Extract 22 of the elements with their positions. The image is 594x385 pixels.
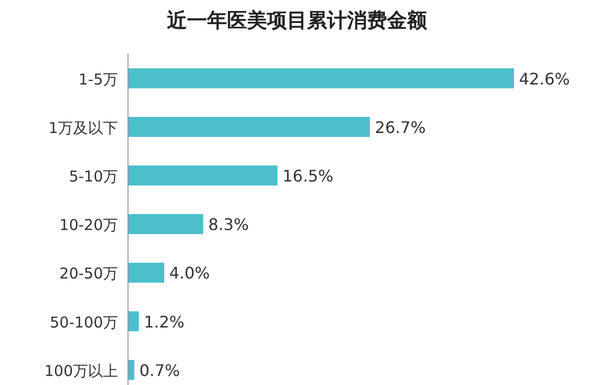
y-tick-label: 10-20万 (59, 216, 118, 234)
data-label: 0.7% (139, 360, 180, 380)
data-label: 16.5% (282, 166, 334, 186)
data-label: 42.6% (519, 69, 570, 88)
y-tick-label: 1万及以下 (48, 118, 118, 137)
bar (128, 214, 204, 234)
y-tick-label: 1-5万 (78, 70, 118, 88)
bar (128, 311, 139, 332)
bar (128, 262, 164, 283)
chart-title: 近一年医美项目累计消费金额 (166, 8, 428, 32)
data-label: 8.3% (208, 215, 249, 234)
y-tick-label: 20-50万 (59, 264, 118, 283)
data-label: 4.0% (169, 264, 210, 283)
y-tick-label: 100万以上 (44, 362, 118, 380)
y-tick-label: 50-100万 (50, 313, 118, 332)
y-tick-label: 5-10万 (68, 168, 118, 186)
bar (128, 116, 370, 137)
bar (128, 68, 514, 88)
data-label: 1.2% (144, 312, 185, 332)
data-label: 26.7% (374, 118, 426, 137)
bar (128, 360, 134, 380)
bar (128, 166, 278, 186)
